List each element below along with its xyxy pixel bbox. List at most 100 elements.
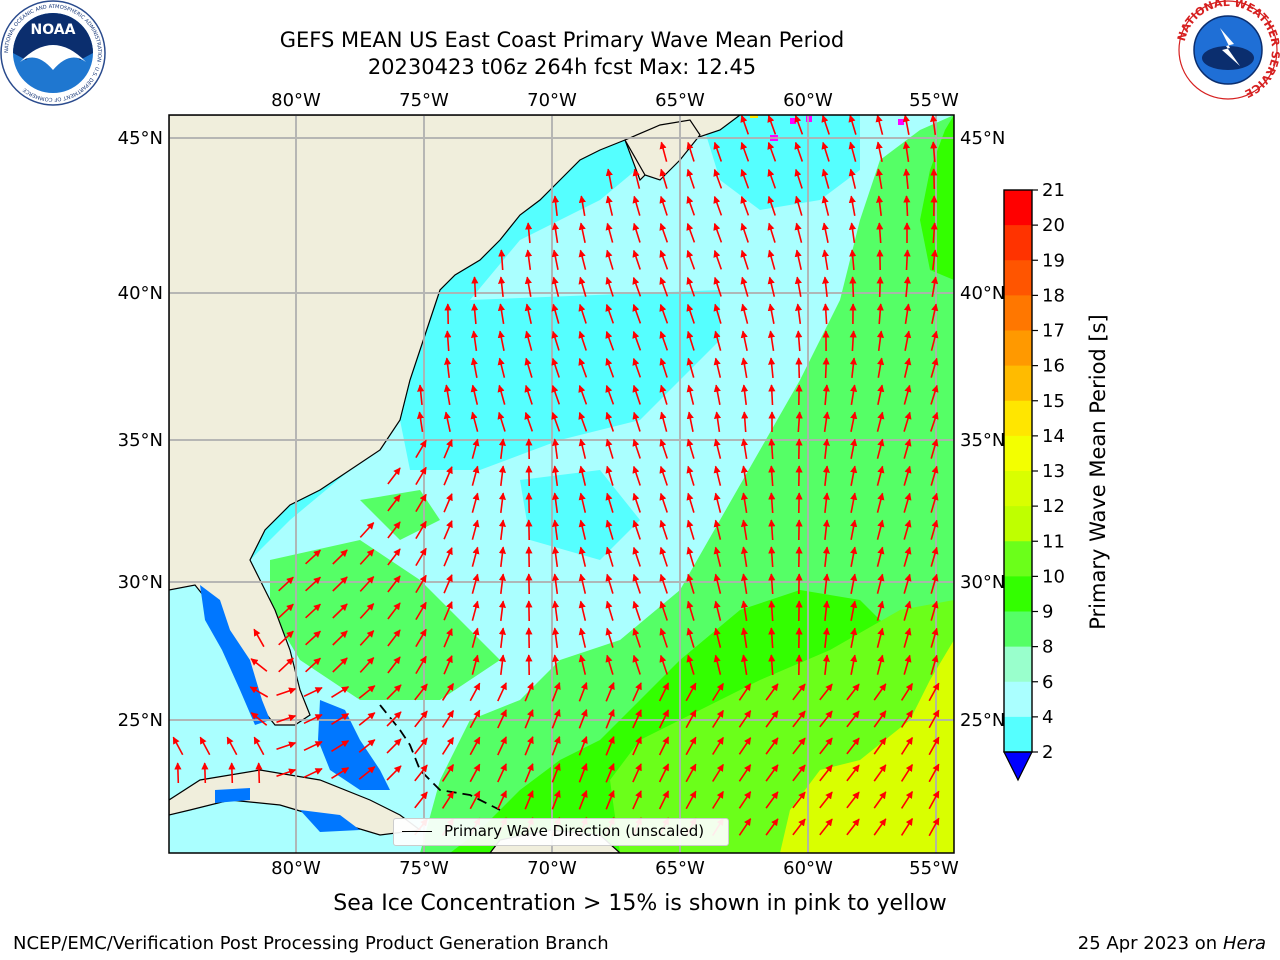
wave-direction-arrow [713,222,723,243]
colorbar-tick-label: 17 [1042,321,1065,342]
wave-direction-arrow [738,764,752,782]
wave-direction-arrow [765,791,779,809]
wave-direction-arrow [551,600,560,622]
wave-direction-arrow [605,168,613,189]
wave-direction-arrow [498,546,506,567]
wave-direction-arrow [819,764,833,782]
wave-direction-arrow [930,627,939,648]
wave-direction-arrow [850,438,858,459]
wave-direction-arrow [928,817,940,837]
wave-direction-arrow [417,384,425,405]
wave-direction-arrow [712,709,724,728]
wave-direction-arrow [686,627,695,648]
wave-direction-arrow [578,492,587,513]
colorbar-tick-label: 2 [1042,742,1053,763]
wave-direction-arrow [386,738,402,754]
wave-direction-arrow [414,791,428,809]
wave-direction-arrow [332,630,348,646]
wave-direction-arrow [443,384,451,406]
footer-credit: NCEP/EMC/Verification Post Processing Pr… [13,933,609,954]
wave-direction-arrow [551,763,561,783]
lon-label-bottom: 80°W [271,858,321,879]
wave-direction-arrow [903,465,912,486]
wave-direction-arrow [387,521,401,539]
wave-direction-arrow [226,736,238,756]
legend-label: Primary Wave Direction (unscaled) [444,822,705,840]
wave-direction-arrow [792,818,806,836]
wave-direction-arrow [253,628,265,648]
wave-direction-arrow [738,791,752,809]
wave-direction-arrow [846,791,860,809]
wave-direction-arrow [794,141,804,162]
wave-direction-arrow [876,627,885,648]
wave-direction-arrow [740,249,749,270]
wave-direction-arrow [358,766,376,780]
wave-direction-arrow [605,492,614,513]
wave-direction-arrow [713,411,722,433]
wave-direction-arrow [605,709,615,729]
wave-direction-arrow [685,790,697,810]
colorbar-tick-label: 18 [1042,285,1065,306]
lat-label-left: 30°N [118,572,163,593]
wave-direction-arrow [632,627,641,648]
wave-direction-arrow [876,438,885,459]
wave-direction-arrow [795,330,803,352]
wave-direction-arrow [848,141,857,162]
wave-direction-arrow [768,465,776,487]
wave-direction-arrow [846,737,860,755]
wave-direction-arrow [632,573,641,594]
wave-direction-arrow [659,384,668,405]
wave-direction-arrow [250,712,268,726]
wave-direction-arrow [902,115,910,135]
wave-direction-arrow [875,168,883,190]
wave-direction-arrow [903,492,912,513]
wave-direction-arrow [551,519,560,541]
wave-direction-arrow [846,683,860,701]
wave-direction-arrow [873,683,887,701]
wave-direction-arrow [578,600,587,621]
wave-direction-arrow [876,600,885,621]
wave-direction-arrow [822,465,830,486]
wave-direction-arrow [387,575,401,593]
wave-direction-arrow [873,791,887,809]
lon-label-bottom: 70°W [527,858,577,879]
wave-direction-arrow [903,600,912,621]
wave-direction-arrow [902,141,911,163]
lon-label-bottom: 60°W [783,858,833,879]
wave-direction-arrow [659,627,668,648]
wave-direction-arrow [578,465,587,486]
wave-direction-arrow [822,384,830,406]
wave-direction-arrow [659,492,668,513]
wave-direction-arrow [605,546,614,567]
wave-direction-arrow [738,818,752,836]
colorbar-band [1004,646,1032,683]
wave-direction-arrow [253,736,265,756]
wave-direction-arrow [903,195,911,217]
wave-direction-arrow [930,600,939,621]
wave-direction-arrow [740,438,748,460]
wave-direction-arrow [497,411,506,432]
wave-direction-arrow [578,222,586,243]
wave-direction-arrow [632,546,641,567]
wave-direction-arrow [821,141,830,162]
wave-direction-arrow [930,465,939,486]
wave-direction-arrow [738,710,752,728]
wave-direction-arrow [930,168,938,190]
wave-direction-arrow [822,573,830,594]
wave-direction-arrow [822,438,830,459]
wave-direction-arrow [740,573,748,595]
wave-direction-arrow [765,764,779,782]
wave-direction-arrow [441,790,455,809]
wave-direction-arrow [819,818,833,836]
colorbar-tick-label: 15 [1042,391,1065,412]
wave-direction-arrow [903,654,912,675]
wave-direction-arrow [332,603,348,619]
wave-direction-arrow [201,762,209,784]
wave-direction-arrow [659,330,669,351]
wave-direction-arrow [686,276,696,297]
colorbar-tick-label: 20 [1042,215,1065,236]
wave-direction-arrow [873,710,887,728]
wave-direction-arrow [900,709,914,728]
wave-direction-arrow [659,519,668,540]
wave-direction-arrow [850,465,858,486]
